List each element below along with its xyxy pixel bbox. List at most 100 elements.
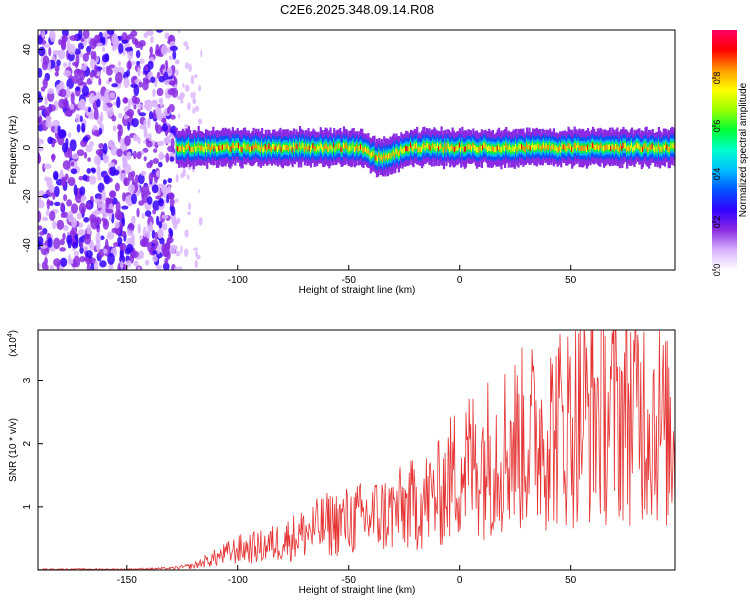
heatmap-noise-cell bbox=[159, 237, 165, 245]
heatmap-signal-cell bbox=[474, 145, 477, 152]
heatmap-noise-cell bbox=[86, 168, 92, 174]
heatmap-noise-cell bbox=[81, 122, 86, 133]
heatmap-signal-cell bbox=[469, 144, 473, 150]
heatmap-signal-cell bbox=[585, 146, 588, 153]
heatmap-noise-cell bbox=[79, 255, 86, 263]
heatmap-signal-cell bbox=[639, 145, 642, 152]
heatmap-noise-cell bbox=[161, 222, 168, 231]
heatmap-signal-cell bbox=[633, 145, 636, 152]
heatmap-signal-cell bbox=[226, 143, 230, 149]
heatmap-noise-cell bbox=[184, 62, 189, 70]
snr-x-tick-label: -50 bbox=[342, 575, 357, 586]
heatmap-signal-cell bbox=[384, 155, 387, 161]
heatmap-noise-cell bbox=[131, 193, 137, 205]
heatmap-noise-cell bbox=[86, 45, 92, 54]
heatmap-signal-cell bbox=[300, 145, 303, 151]
heatmap-signal-cell bbox=[189, 145, 192, 152]
heatmap-noise-cell bbox=[38, 262, 41, 269]
heatmap-noise-cell bbox=[173, 266, 179, 270]
heatmap-noise-cell bbox=[53, 258, 61, 267]
heatmap-noise-cell bbox=[157, 140, 165, 147]
heatmap-signal-cell bbox=[223, 144, 226, 150]
heatmap-signal-cell bbox=[532, 142, 535, 149]
heatmap-noise-cell bbox=[89, 242, 95, 251]
heatmap-signal-cell bbox=[486, 146, 490, 152]
heatmap-noise-cell bbox=[48, 46, 52, 57]
heatmap-signal-cell bbox=[225, 143, 228, 149]
heatmap-noise-cell bbox=[180, 245, 183, 254]
heatmap-noise-cell bbox=[117, 236, 123, 244]
heatmap-noise-cell bbox=[82, 174, 88, 181]
heatmap-noise-cell bbox=[39, 231, 45, 236]
heatmap-signal-cell bbox=[330, 145, 333, 151]
heatmap-signal-cell bbox=[350, 146, 353, 152]
heatmap-signal-cell bbox=[550, 145, 553, 152]
heatmap-noise-cell bbox=[186, 45, 190, 50]
heatmap-noise-cell bbox=[67, 254, 72, 266]
heatmap-noise-cell bbox=[93, 155, 102, 166]
heatmap-noise-cell bbox=[108, 77, 112, 83]
heatmap-x-tick-label: -150 bbox=[117, 275, 137, 286]
heatmap-signal-cell bbox=[193, 143, 197, 149]
heatmap-signal-cell bbox=[547, 144, 551, 151]
heatmap-signal-cell bbox=[242, 143, 245, 149]
heatmap-signal-cell bbox=[576, 145, 579, 151]
colorbar-ticks: 0.0 0.2 0.4 0.6 0.8 bbox=[712, 72, 722, 276]
heatmap-noise-cell bbox=[73, 255, 81, 268]
heatmap-signal-cell bbox=[280, 147, 283, 153]
heatmap-noise-cell bbox=[188, 202, 191, 211]
heatmap-signal-cell bbox=[228, 145, 231, 151]
heatmap-signal-cell bbox=[396, 149, 399, 155]
heatmap-noise-cell bbox=[56, 219, 65, 230]
heatmap-noise-cell bbox=[60, 202, 65, 212]
page-title: C2E6.2025.348.09.14.R08 bbox=[280, 2, 434, 17]
heatmap-signal-cell bbox=[527, 144, 530, 150]
heatmap-noise-cell bbox=[54, 201, 61, 207]
heatmap-noise-cell bbox=[38, 35, 43, 45]
heatmap-noise-cell bbox=[167, 185, 172, 195]
heatmap-signal-cell bbox=[666, 144, 669, 151]
heatmap-noise-cell bbox=[45, 209, 50, 216]
heatmap-noise-cell bbox=[160, 185, 167, 194]
heatmap-noise-cell bbox=[122, 97, 129, 104]
heatmap-signal-cell bbox=[438, 146, 441, 152]
heatmap-noise-cell bbox=[45, 120, 53, 129]
heatmap-noise-cell bbox=[190, 91, 194, 99]
heatmap-signal-cell bbox=[218, 145, 221, 151]
heatmap-noise-cell bbox=[100, 36, 106, 43]
heatmap-noise-cell bbox=[139, 235, 144, 240]
heatmap-noise-cell bbox=[69, 35, 78, 42]
heatmap-noise-cell bbox=[66, 86, 71, 99]
heatmap-noise-cell bbox=[118, 42, 124, 54]
heatmap-noise-cell bbox=[156, 244, 161, 255]
heatmap-signal-cell bbox=[449, 146, 452, 153]
heatmap-noise-cell bbox=[169, 156, 175, 162]
heatmap-noise-cell bbox=[160, 44, 169, 56]
heatmap-signal-cell bbox=[328, 146, 331, 152]
heatmap-signal-cell bbox=[351, 144, 354, 151]
heatmap-noise-cell bbox=[180, 173, 185, 179]
heatmap-noise-cell bbox=[42, 55, 50, 66]
heatmap-noise-cell bbox=[167, 106, 171, 115]
heatmap-noise-cell bbox=[198, 189, 201, 193]
heatmap-signal-cell bbox=[505, 142, 508, 148]
heatmap-noise-cell bbox=[175, 174, 179, 183]
heatmap-signal-cell bbox=[569, 144, 573, 151]
snr-x-label: Height of straight line (km) bbox=[299, 585, 416, 596]
heatmap-signal-cell bbox=[582, 145, 585, 151]
heatmap-noise-cell bbox=[161, 214, 169, 219]
heatmap-signal-cell bbox=[503, 145, 507, 152]
heatmap-signal-cell bbox=[667, 146, 670, 152]
heatmap-noise-cell bbox=[107, 252, 115, 265]
heatmap-signal-cell bbox=[209, 147, 212, 153]
heatmap-noise-cell bbox=[38, 114, 43, 126]
heatmap-signal-cell bbox=[584, 144, 587, 151]
heatmap-noise-cell bbox=[43, 163, 52, 169]
snr-y-label: SNR (10 * v/v) bbox=[8, 418, 19, 482]
heatmap-signal-cell bbox=[430, 145, 433, 151]
heatmap-noise-cell bbox=[118, 112, 123, 119]
heatmap-noise-cell bbox=[38, 236, 44, 247]
heatmap-noise-cell bbox=[87, 157, 91, 162]
heatmap-signal-cell bbox=[556, 147, 559, 153]
heatmap-signal-cell bbox=[439, 144, 442, 150]
